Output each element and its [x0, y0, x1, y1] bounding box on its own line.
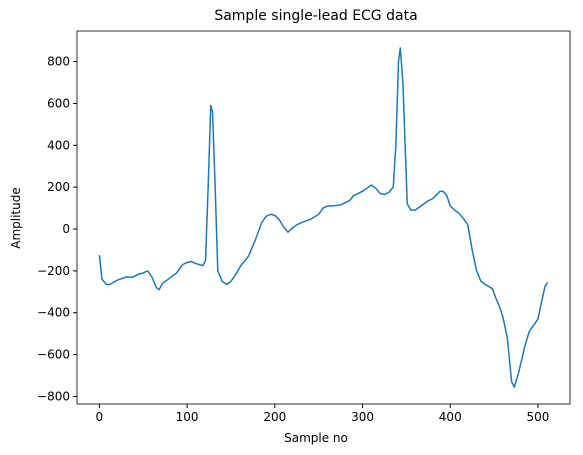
x-tick-label: 500 — [527, 410, 550, 424]
y-tick-label: 400 — [47, 138, 70, 152]
y-tick-label: −400 — [37, 306, 70, 320]
y-tick-label: −600 — [37, 348, 70, 362]
y-tick-label: −800 — [37, 389, 70, 403]
y-tick-label: −200 — [37, 264, 70, 278]
plot-frame — [76, 30, 571, 405]
x-tick-label: 200 — [263, 410, 286, 424]
chart-title: Sample single-lead ECG data — [214, 8, 417, 24]
y-tick-label: 600 — [47, 96, 70, 110]
y-tick-label: 800 — [47, 55, 70, 69]
y-axis-label: Amplitude — [9, 187, 23, 249]
y-tick-label: 0 — [62, 222, 70, 236]
x-axis-label: Sample no — [284, 431, 348, 445]
x-tick-label: 300 — [351, 410, 374, 424]
line-series — [98, 47, 549, 388]
y-tick-label: 200 — [47, 180, 70, 194]
x-tick-label: 100 — [176, 410, 199, 424]
x-tick-label: 0 — [96, 410, 104, 424]
x-tick-label: 400 — [439, 410, 462, 424]
